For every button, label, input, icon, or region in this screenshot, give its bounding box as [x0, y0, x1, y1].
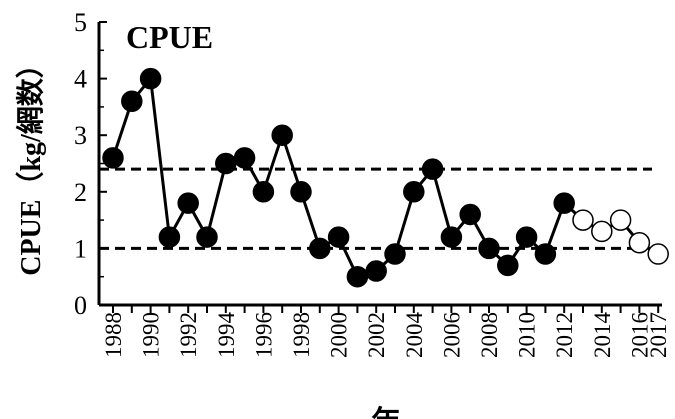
x-tick-label: 1996	[251, 312, 276, 358]
x-tick-label: 1988	[101, 312, 126, 358]
filled-data-point	[534, 243, 557, 265]
open-data-point	[609, 209, 632, 231]
filled-data-point	[309, 237, 331, 260]
filled-data-point	[215, 152, 237, 175]
x-tick-label: 2008	[477, 312, 502, 358]
filled-data-point	[346, 265, 369, 288]
filled-data-point	[196, 226, 218, 248]
x-ticks: 1988 1990 1992 1994 1996 1998 2000 2002 2004 2006…	[101, 305, 671, 358]
open-data-point	[628, 231, 651, 254]
filled-data-point	[177, 192, 199, 214]
x-tick-label: 1992	[176, 312, 201, 358]
y-axis-title: CPUE（kg/網数）	[14, 50, 47, 276]
filled-data-point	[233, 147, 256, 169]
x-tick-label: 2017	[646, 312, 671, 358]
reference-lines	[99, 167, 652, 250]
filled-data-point	[403, 181, 425, 203]
open-data-point	[572, 209, 594, 231]
filled-data-point	[290, 181, 312, 203]
filled-data-point	[158, 226, 181, 248]
filled-data-point	[271, 124, 293, 146]
open-data-point	[591, 220, 613, 243]
filled-data-point	[553, 192, 575, 214]
filled-data-point	[252, 181, 275, 203]
x-tick-label: 2006	[439, 312, 464, 358]
x-tick-label: 1990	[139, 312, 164, 358]
filled-data-point	[478, 237, 500, 260]
x-tick-label: 2014	[590, 312, 615, 359]
filled-data-point	[121, 90, 143, 112]
filled-data-point	[384, 243, 406, 265]
filled-data-point	[440, 226, 463, 248]
y-tick-label: 1	[74, 234, 87, 263]
filled-data-point	[365, 260, 387, 282]
y-tick-label: 3	[74, 121, 87, 150]
y-ticks: 0 1 2 3 4 5	[74, 8, 107, 320]
x-axis-title: 年	[371, 406, 401, 419]
x-tick-label: 2012	[552, 312, 577, 358]
filled-data-point	[459, 203, 481, 226]
open-data-point	[647, 243, 669, 265]
filled-data-point	[102, 147, 124, 169]
y-tick-label: 0	[74, 291, 87, 320]
filled-data-point	[327, 226, 350, 248]
data-points	[102, 67, 669, 288]
x-tick-label: 1998	[289, 312, 314, 358]
chart-title: CPUE	[126, 19, 213, 55]
filled-data-point	[497, 254, 519, 277]
x-tick-label: 1994	[214, 312, 239, 359]
x-tick-label: 2002	[364, 312, 389, 358]
y-tick-label: 2	[74, 178, 87, 207]
x-tick-label: 2000	[327, 312, 352, 358]
x-tick-label: 2004	[402, 312, 427, 359]
series-lines	[111, 74, 659, 279]
filled-data-point	[139, 67, 162, 90]
filled-data-point	[421, 158, 444, 180]
x-tick-label: 2010	[515, 312, 540, 358]
x-tick-label: 2016	[627, 312, 652, 358]
y-tick-label: 5	[74, 8, 87, 37]
y-tick-label: 4	[74, 65, 87, 94]
filled-data-point	[515, 226, 538, 248]
